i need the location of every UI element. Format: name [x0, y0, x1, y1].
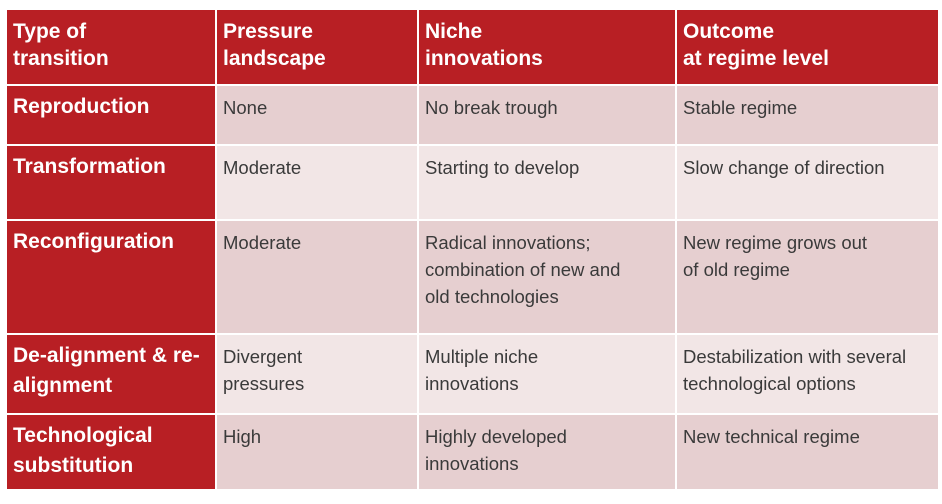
pressure-cell: Moderate	[215, 144, 419, 221]
header-pressure-landscape: Pressure landscape	[215, 8, 419, 86]
row-label-cell: Transformation	[5, 144, 217, 221]
outcome-cell: New regime grows out of old regime	[675, 219, 940, 335]
pressure-cell: Moderate	[215, 219, 419, 335]
niche-cell: Radical innovations; combination of new …	[417, 219, 677, 335]
pressure-cell: High	[215, 413, 419, 491]
outcome-cell: Destabilization with several technologic…	[675, 333, 940, 415]
outcome-cell: Slow change of direction	[675, 144, 940, 221]
row-label-cell: Technological substitution	[5, 413, 217, 491]
header-outcome-regime-level: Outcome at regime level	[675, 8, 940, 86]
niche-cell: Multiple niche innovations	[417, 333, 677, 415]
header-niche-innovations: Niche innovations	[417, 8, 677, 86]
outcome-cell: Stable regime	[675, 84, 940, 146]
table-row: Reproduction None No break trough Stable…	[5, 84, 940, 146]
outcome-cell: New technical regime	[675, 413, 940, 491]
table-header: Type of transition Pressure landscape Ni…	[5, 8, 940, 86]
row-label-cell: De-alignment & re- alignment	[5, 333, 217, 415]
pressure-cell: None	[215, 84, 419, 146]
pressure-cell: Divergent pressures	[215, 333, 419, 415]
header-type-of-transition: Type of transition	[5, 8, 217, 86]
niche-cell: Highly developed innovations	[417, 413, 677, 491]
row-label-cell: Reconfiguration	[5, 219, 217, 335]
niche-cell: No break trough	[417, 84, 677, 146]
table-row: Reconfiguration Moderate Radical innovat…	[5, 219, 940, 335]
niche-cell: Starting to develop	[417, 144, 677, 221]
table-row: Technological substitution High Highly d…	[5, 413, 940, 491]
transition-types-table: Type of transition Pressure landscape Ni…	[5, 8, 940, 491]
table-body: Reproduction None No break trough Stable…	[5, 84, 940, 491]
header-row: Type of transition Pressure landscape Ni…	[5, 8, 940, 86]
table-row: De-alignment & re- alignment Divergent p…	[5, 333, 940, 415]
row-label-cell: Reproduction	[5, 84, 217, 146]
table-row: Transformation Moderate Starting to deve…	[5, 144, 940, 221]
